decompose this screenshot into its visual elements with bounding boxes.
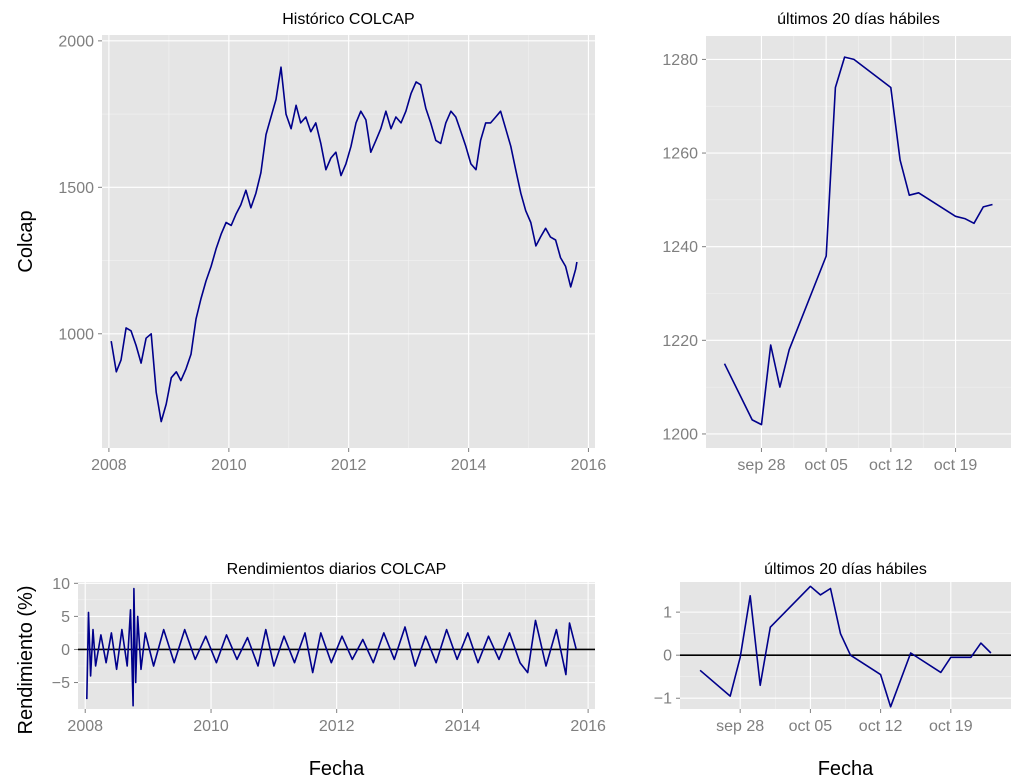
series-line-rendimientos xyxy=(86,587,577,707)
x-tick-label: 2012 xyxy=(331,457,367,474)
ticks-ultimos-nivel: sep 28 oct 05 oct 12 oct 19 1200 1220 1240 1260… xyxy=(662,52,977,474)
title-ultimos-rend: últimos 20 días hábiles xyxy=(764,561,927,578)
series-rendimientos xyxy=(78,587,595,707)
series-line-ultimos-nivel xyxy=(723,56,993,426)
title-ultimos-nivel: últimos 20 días hábiles xyxy=(777,11,940,28)
y-tick-label: 1280 xyxy=(662,52,698,69)
series-line-historico xyxy=(110,66,578,423)
x-tick-label: 2008 xyxy=(67,718,103,735)
y-tick-label: 1220 xyxy=(662,333,698,350)
ticks-rendimientos: 2008 2010 2012 2014 2016 −5 0 5 10 xyxy=(52,576,606,735)
xlabel-rendimientos: Fecha xyxy=(309,758,365,780)
x-tick-label: oct 19 xyxy=(934,457,978,474)
y-tick-label: 1240 xyxy=(662,239,698,256)
y-tick-label: 0 xyxy=(663,648,672,665)
x-tick-label: 2014 xyxy=(451,457,487,474)
y-tick-label: −5 xyxy=(52,675,70,692)
x-tick-label: 2012 xyxy=(319,718,355,735)
series-historico xyxy=(110,66,578,423)
grid-ultimos-nivel xyxy=(706,36,1011,448)
x-tick-label: oct 05 xyxy=(804,457,848,474)
y-tick-label: 0 xyxy=(61,642,70,659)
chart-rendimientos: 2008 2010 2012 2014 2016 −5 0 5 10 Rendimientos … xyxy=(15,561,606,780)
x-tick-label: 2014 xyxy=(445,718,481,735)
series-ultimos-nivel xyxy=(723,56,993,426)
x-tick-label: oct 19 xyxy=(929,718,973,735)
x-tick-label: 2010 xyxy=(211,457,247,474)
x-tick-label: oct 05 xyxy=(789,718,833,735)
y-tick-label: 1 xyxy=(663,605,672,622)
y-tick-label: 1000 xyxy=(58,326,94,343)
x-tick-label: sep 28 xyxy=(716,718,764,735)
y-tick-label: 5 xyxy=(61,609,70,626)
xlabel-ultimos-rend: Fecha xyxy=(818,758,874,780)
x-tick-label: 2010 xyxy=(193,718,229,735)
chart-ultimos-nivel: sep 28 oct 05 oct 12 oct 19 1200 1220 1240 1260… xyxy=(662,11,1011,474)
x-tick-label: sep 28 xyxy=(737,457,785,474)
x-tick-label: oct 12 xyxy=(859,718,903,735)
y-tick-label: 1200 xyxy=(662,426,698,443)
x-tick-label: 2016 xyxy=(570,718,606,735)
ticks-ultimos-rend: sep 28 oct 05 oct 12 oct 19 −1 0 1 xyxy=(654,605,973,735)
y-tick-label: 2000 xyxy=(58,33,94,50)
title-historico: Histórico COLCAP xyxy=(282,11,414,28)
chart-historico: 2008 2010 2012 2014 2016 1000 1500 2000 Históri… xyxy=(15,11,606,474)
x-tick-label: 2016 xyxy=(571,457,607,474)
x-tick-label: 2008 xyxy=(91,457,127,474)
title-rendimientos: Rendimientos diarios COLCAP xyxy=(227,561,447,578)
ylabel-historico: Colcap xyxy=(15,210,37,272)
series-line-ultimos-rend xyxy=(699,585,992,708)
ylabel-rendimientos: Rendimiento (%) xyxy=(15,586,37,735)
series-ultimos-rend xyxy=(680,585,1011,708)
y-tick-label: 1260 xyxy=(662,146,698,163)
x-tick-label: oct 12 xyxy=(869,457,913,474)
y-tick-label: 1500 xyxy=(58,180,94,197)
y-tick-label: −1 xyxy=(654,691,672,708)
chart-ultimos-rend: sep 28 oct 05 oct 12 oct 19 −1 0 1 últimos 20 … xyxy=(654,561,1011,780)
ticks-historico: 2008 2010 2012 2014 2016 1000 1500 2000 xyxy=(58,33,606,474)
y-tick-label: 10 xyxy=(52,576,70,593)
